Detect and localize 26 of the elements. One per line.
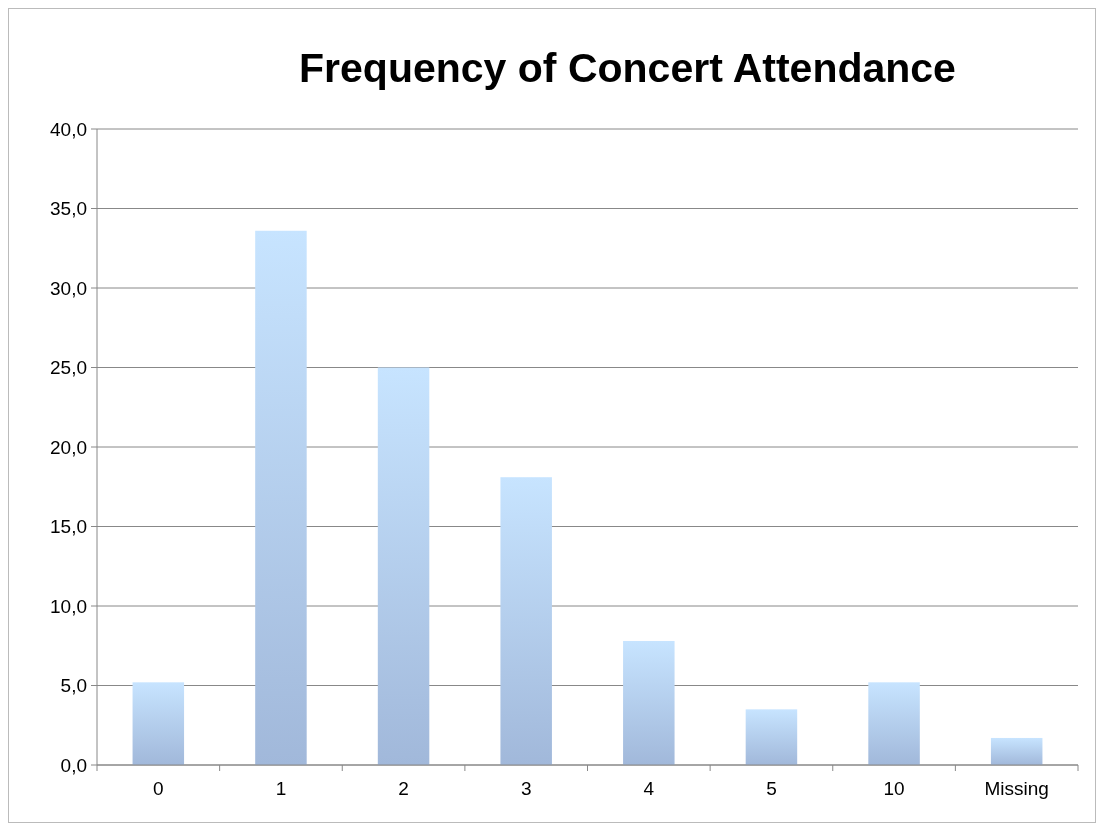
bar	[500, 477, 552, 765]
y-tick-label: 35,0	[50, 198, 87, 220]
x-tick-label: 5	[766, 778, 777, 799]
y-tick-label: 5,0	[60, 675, 87, 697]
x-tick-label: 2	[398, 778, 409, 799]
x-tick-label: 0	[153, 778, 164, 799]
bar	[377, 367, 430, 765]
y-tick-label: 15,0	[50, 516, 87, 538]
bar	[623, 640, 675, 765]
bar	[255, 230, 307, 765]
y-tick-label: 30,0	[50, 277, 87, 299]
x-tick-label: 10	[883, 778, 905, 799]
x-tick-label: 4	[643, 778, 655, 799]
y-tick-label: 40,0	[50, 118, 87, 140]
x-tick-label: 1	[275, 778, 287, 799]
bar	[745, 709, 798, 765]
x-tick-label: 3	[520, 778, 532, 799]
y-tick-label: 10,0	[50, 595, 87, 617]
y-tick-label: 20,0	[50, 436, 87, 458]
bar	[868, 682, 920, 765]
y-tick-label: 25,0	[50, 357, 87, 379]
x-tick-label: Missing	[984, 778, 1049, 799]
chart-title: Frequency of Concert Attendance	[299, 45, 956, 91]
bar	[990, 737, 1043, 765]
bar	[132, 682, 185, 765]
y-tick-label: 0,0	[60, 754, 87, 776]
